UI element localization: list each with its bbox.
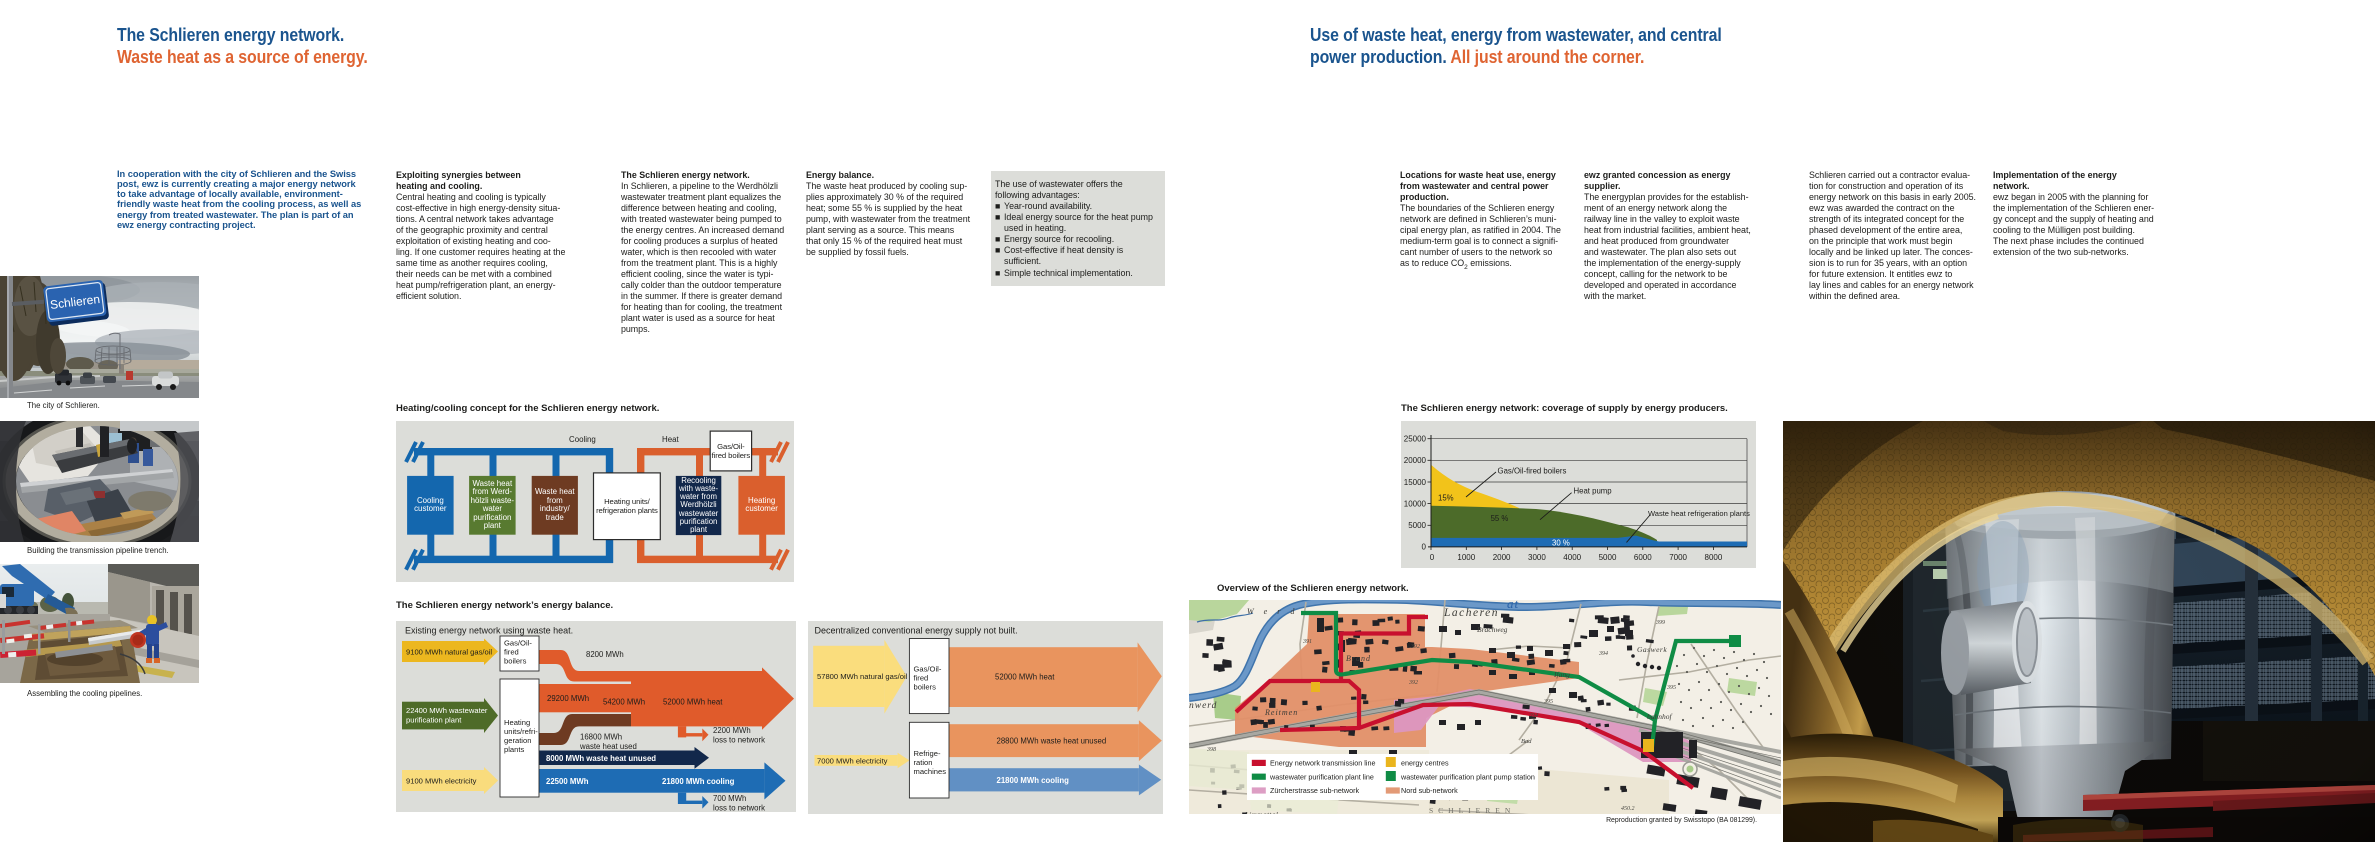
svg-text:Lacheren: Lacheren: [1443, 607, 1499, 619]
svg-text:21800 MWh cooling: 21800 MWh cooling: [997, 776, 1070, 785]
svg-text:wastewater purification plant: wastewater purification plant pump stati…: [1400, 772, 1535, 781]
svg-text:Schlieren: Schlieren: [49, 292, 100, 312]
svg-text:2200 MWh: 2200 MWh: [713, 726, 751, 735]
svg-text:purification plant: purification plant: [406, 716, 462, 725]
svg-text:at: at: [1507, 600, 1519, 611]
svg-text:394: 394: [1598, 650, 1608, 657]
svg-text:394: 394: [1528, 712, 1538, 719]
svg-text:1000: 1000: [1457, 553, 1475, 562]
svg-text:9100 MWh electricity: 9100 MWh electricity: [406, 777, 477, 786]
svg-text:Refrige-: Refrige-: [914, 749, 941, 758]
svg-text:Gas/Oil-: Gas/Oil-: [504, 639, 532, 648]
svg-text:Decentralized conventional ene: Decentralized conventional energy supply…: [815, 626, 1018, 636]
svg-text:2000: 2000: [1493, 553, 1511, 562]
svg-text:28800 MWh waste heat unused: 28800 MWh waste heat unused: [997, 737, 1107, 746]
svg-text:energy centres: energy centres: [1401, 759, 1449, 768]
svg-text:SCHLIEREN: SCHLIEREN: [1429, 806, 1515, 814]
svg-text:7000 MWh electricity: 7000 MWh electricity: [817, 756, 888, 765]
svg-text:Gas/Oil-fired boilers: Gas/Oil-fired boilers: [1498, 467, 1567, 476]
svg-text:boilers: boilers: [914, 683, 937, 692]
svg-text:fired: fired: [914, 674, 929, 683]
svg-text:21800 MWh cooling: 21800 MWh cooling: [662, 777, 735, 786]
svg-text:395: 395: [1666, 685, 1676, 691]
svg-text:15000: 15000: [1404, 478, 1427, 487]
svg-text:fired: fired: [504, 648, 519, 657]
svg-text:boilers: boilers: [504, 657, 527, 666]
svg-text:Energy network transmission li: Energy network transmission line: [1270, 759, 1375, 768]
svg-text:8200 MWh: 8200 MWh: [586, 650, 624, 659]
svg-text:W e r d: W e r d: [1247, 607, 1298, 616]
svg-text:3000: 3000: [1528, 553, 1546, 562]
svg-text:6000: 6000: [1634, 553, 1652, 562]
svg-text:8000 MWh waste heat unused: 8000 MWh waste heat unused: [546, 754, 656, 763]
svg-text:loss to network: loss to network: [713, 736, 765, 745]
svg-text:7000: 7000: [1669, 553, 1687, 562]
svg-text:geration: geration: [504, 736, 531, 745]
svg-text:nwerd: nwerd: [1189, 701, 1217, 711]
svg-text:10000: 10000: [1404, 499, 1427, 508]
svg-text:391: 391: [1302, 639, 1312, 645]
svg-text:Heat pump: Heat pump: [1574, 487, 1613, 496]
svg-text:plants: plants: [504, 745, 524, 754]
svg-text:9100 MWh natural gas/oil: 9100 MWh natural gas/oil: [406, 648, 492, 657]
svg-text:wastewater purification plant: wastewater purification plant line: [1269, 772, 1374, 781]
svg-text:395: 395: [1543, 699, 1553, 705]
svg-text:machines: machines: [914, 767, 947, 776]
svg-text:units/refri-: units/refri-: [504, 727, 538, 736]
svg-text:bahnhof: bahnhof: [1647, 712, 1673, 721]
svg-text:22400 MWh wastewater: 22400 MWh wastewater: [406, 706, 488, 715]
svg-text:54200 MWh: 54200 MWh: [603, 698, 645, 707]
svg-text:8000: 8000: [1705, 553, 1723, 562]
svg-text:Gas/Oil-: Gas/Oil-: [914, 665, 942, 674]
svg-text:392: 392: [1408, 680, 1418, 686]
svg-text:ration: ration: [914, 758, 933, 767]
svg-text:15%: 15%: [1438, 494, 1454, 503]
svg-text:Gaswerk: Gaswerk: [1637, 645, 1667, 654]
svg-text:4000: 4000: [1563, 553, 1581, 562]
svg-text:392: 392: [1410, 644, 1420, 650]
svg-text:Existing energy network using: Existing energy network using waste heat…: [405, 626, 573, 636]
svg-text:Reitmen: Reitmen: [1264, 708, 1298, 717]
svg-text:Heating: Heating: [504, 718, 530, 727]
svg-text:Waste heat refrigeration plant: Waste heat refrigeration plants: [1648, 509, 1750, 518]
svg-text:399: 399: [1655, 620, 1665, 626]
svg-text:30 %: 30 %: [1552, 538, 1570, 547]
svg-text:55 %: 55 %: [1491, 514, 1509, 523]
svg-text:Nord sub-network: Nord sub-network: [1401, 786, 1458, 795]
svg-text:loss to network: loss to network: [713, 804, 765, 813]
svg-text:450.2: 450.2: [1621, 805, 1635, 812]
svg-text:Bad: Bad: [1521, 738, 1532, 745]
svg-text:0: 0: [1430, 553, 1435, 562]
svg-text:16800 MWh: 16800 MWh: [580, 733, 622, 742]
svg-text:Limmattal: Limmattal: [1244, 811, 1278, 814]
svg-text:25000: 25000: [1404, 435, 1427, 444]
svg-text:57800 MWh natural gas/oil: 57800 MWh natural gas/oil: [817, 672, 908, 681]
svg-text:20000: 20000: [1404, 456, 1427, 465]
svg-text:5000: 5000: [1408, 521, 1426, 530]
svg-text:398: 398: [1206, 747, 1216, 753]
svg-text:52000 MWh heat: 52000 MWh heat: [663, 698, 723, 707]
svg-text:Ifang: Ifang: [1553, 670, 1570, 679]
svg-text:29200 MWh: 29200 MWh: [547, 694, 589, 703]
svg-text:Zürcherstrasse sub-network: Zürcherstrasse sub-network: [1270, 786, 1359, 795]
svg-text:0: 0: [1422, 543, 1427, 552]
svg-text:Brachweg: Brachweg: [1477, 625, 1508, 634]
svg-text:waste heat used: waste heat used: [579, 742, 637, 751]
svg-text:700 MWh: 700 MWh: [713, 794, 746, 803]
svg-text:52000 MWh heat: 52000 MWh heat: [995, 673, 1055, 682]
svg-text:5000: 5000: [1599, 553, 1617, 562]
svg-text:Brand: Brand: [1346, 654, 1371, 663]
svg-text:22500 MWh: 22500 MWh: [546, 777, 589, 786]
